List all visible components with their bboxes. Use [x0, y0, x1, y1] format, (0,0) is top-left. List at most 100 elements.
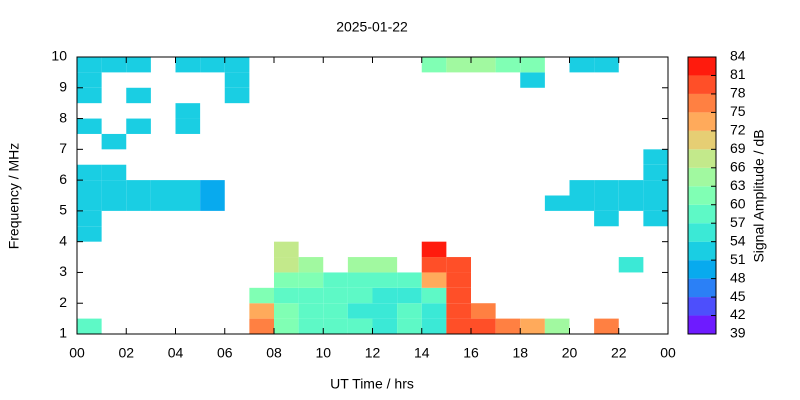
heat-cell: [101, 133, 127, 150]
heat-cell: [347, 303, 373, 319]
colorbar-tick-label: 78: [730, 85, 746, 101]
heat-cell: [77, 164, 102, 181]
colorbar-swatch: [688, 223, 716, 242]
heat-cell: [372, 318, 398, 334]
heat-cell: [421, 57, 447, 73]
heat-cell: [249, 318, 274, 334]
heat-cell: [274, 287, 299, 304]
x-tick-label: 00: [69, 345, 85, 361]
x-tick-label: 06: [217, 345, 233, 361]
heat-cell: [347, 272, 373, 288]
heat-cell: [471, 57, 496, 73]
heat-cell: [544, 318, 570, 334]
chart-title: 2025-01-22: [336, 19, 408, 35]
heat-cell: [323, 287, 348, 304]
heat-cell: [77, 226, 102, 242]
heat-cell: [446, 318, 471, 334]
y-tick-label: 5: [59, 202, 67, 218]
y-tick-label: 8: [59, 109, 67, 125]
x-tick-label: 00: [660, 345, 676, 361]
heat-cell: [421, 257, 447, 273]
heat-cell: [372, 257, 398, 273]
heat-cell: [421, 287, 447, 304]
heat-cell: [224, 87, 250, 104]
heat-cell: [594, 210, 619, 227]
colorbar-tick-label: 51: [730, 251, 746, 267]
heat-cell: [249, 303, 274, 319]
heat-cell: [200, 195, 225, 211]
heat-cell: [520, 57, 545, 73]
y-tick-label: 2: [59, 294, 67, 310]
heat-cell: [446, 272, 471, 288]
heat-cell: [101, 180, 127, 196]
heat-cell: [274, 303, 299, 319]
heat-cell: [77, 87, 102, 104]
heat-cell: [126, 57, 151, 73]
y-axis-label: Frequency / MHz: [6, 143, 22, 250]
colorbar-frame: [687, 56, 717, 335]
x-tick-label: 14: [414, 345, 430, 361]
heat-cell: [544, 195, 570, 211]
colorbar-tick-label: 63: [730, 177, 746, 193]
heat-cell: [274, 272, 299, 288]
heat-cell: [200, 57, 225, 73]
colorbar-tick-label: 66: [730, 159, 746, 175]
heat-cell: [77, 118, 102, 134]
x-axis-label: UT Time / hrs: [330, 376, 414, 392]
heat-cell: [126, 87, 151, 104]
colorbar-tick-label: 60: [730, 195, 746, 211]
heat-cell: [77, 57, 102, 73]
heat-cell: [446, 257, 471, 273]
heat-cell: [298, 287, 324, 304]
y-tick-label: 1: [59, 325, 67, 341]
heat-cell: [298, 257, 324, 273]
colorbar-swatch: [688, 241, 716, 261]
colorbar-swatch: [688, 204, 716, 224]
heat-cell: [150, 195, 176, 211]
heat-cell: [372, 287, 398, 304]
colorbar-tick-label: 54: [730, 232, 746, 248]
heat-cell: [446, 57, 471, 73]
heat-cell: [175, 57, 201, 73]
heat-cell: [298, 303, 324, 319]
heat-cell: [421, 318, 447, 334]
heat-cell: [77, 180, 102, 196]
colorbar-tick-label: 72: [730, 122, 746, 138]
colorbar-swatch: [688, 260, 716, 279]
heat-cell: [77, 195, 102, 211]
colorbar-tick-label: 48: [730, 269, 746, 285]
heat-cell: [101, 195, 127, 211]
heat-cell: [397, 287, 422, 304]
heat-cell: [347, 257, 373, 273]
heat-cell: [77, 318, 102, 334]
heat-cell: [643, 149, 668, 165]
heat-cell: [618, 257, 644, 273]
heat-cell: [471, 318, 496, 334]
heat-cell: [618, 180, 644, 196]
heat-cell: [471, 303, 496, 319]
heat-cell: [446, 303, 471, 319]
heat-cell: [372, 272, 398, 288]
x-tick-label: 16: [463, 345, 479, 361]
heat-cell: [347, 318, 373, 334]
colorbar-tick-label: 69: [730, 140, 746, 156]
heat-cell: [323, 272, 348, 288]
heat-cell: [421, 272, 447, 288]
heat-cell: [569, 57, 595, 73]
colorbar-tick-label: 42: [730, 306, 746, 322]
heat-cell: [77, 72, 102, 88]
heat-cell: [274, 241, 299, 258]
y-tick-label: 7: [59, 140, 67, 156]
heat-cell: [495, 318, 521, 334]
colorbar-swatch: [688, 93, 716, 113]
heat-cell: [224, 57, 250, 73]
heat-cell: [397, 318, 422, 334]
colorbar-tick-label: 45: [730, 288, 746, 304]
y-tick-label: 4: [59, 232, 67, 248]
x-tick-label: 10: [315, 345, 331, 361]
heat-cell: [175, 180, 201, 196]
heat-cell: [274, 318, 299, 334]
heat-cell: [594, 57, 619, 73]
heat-cell: [520, 72, 545, 88]
